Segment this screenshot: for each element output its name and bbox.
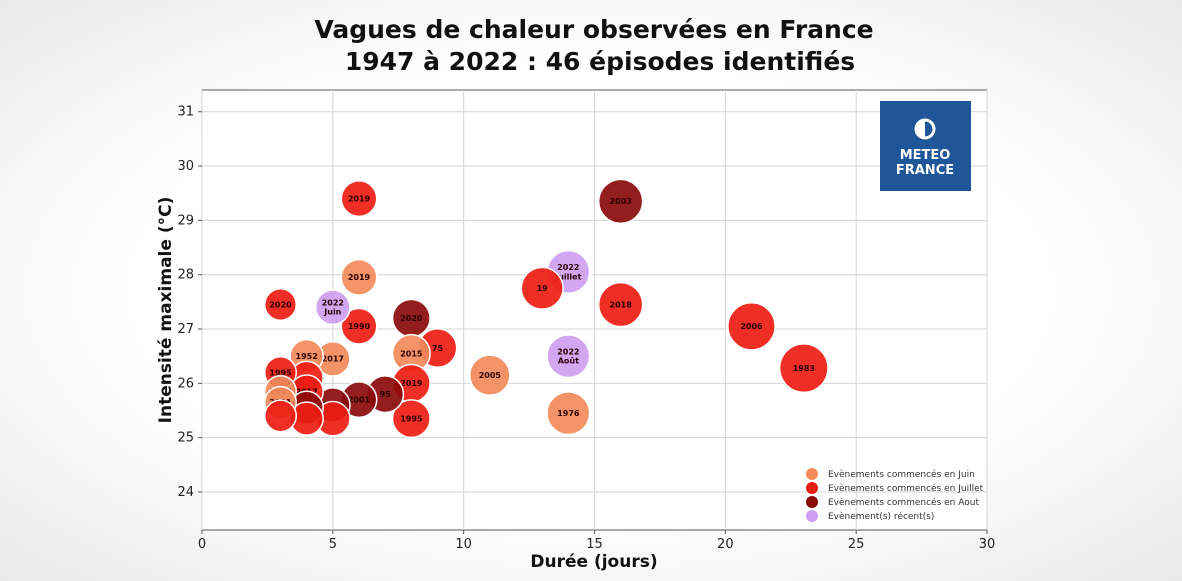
x-tick-label: 30 (979, 537, 996, 552)
bubble-label: 2001 (348, 395, 371, 404)
x-axis-label: Durée (jours) (530, 552, 657, 572)
bubble-label: 2020 (269, 300, 292, 309)
legend-label-aout: Evènements commencés en Aout (828, 497, 979, 508)
bubble (546, 391, 591, 436)
bubble-label: 2020 (400, 314, 423, 323)
bubble-label: 1976 (557, 409, 580, 418)
legend-label-recent: Evènement(s) récent(s) (828, 511, 934, 522)
bubble (340, 307, 378, 345)
chart-title-line-1: Vagues de chaleur observées en France (314, 15, 873, 44)
bubble-label: 2003 (610, 197, 632, 206)
bubble-label: 2019 (400, 379, 423, 388)
meteo-france-logo: METEO FRANCE (880, 101, 971, 191)
y-tick-label: 31 (177, 105, 194, 120)
y-tick-label: 27 (177, 322, 194, 337)
y-tick-label: 29 (177, 213, 194, 228)
bubble-label: 75 (432, 344, 444, 353)
bubble (727, 301, 776, 351)
grid-lines (201, 90, 988, 530)
bubble (597, 178, 644, 225)
x-tick-label: 20 (717, 537, 734, 552)
bubble (778, 343, 829, 394)
bubble-label: 1995 (400, 414, 423, 423)
bubble (263, 399, 298, 433)
chart-title-line-2: 1947 à 2022 : 46 épisodes identifiés (345, 47, 855, 76)
legend-label-juin: Evènements commencés en Juin (828, 469, 975, 480)
legend-label-juillet: Evènements commencés en Juillet (828, 483, 984, 494)
bubble-label: 1952 (296, 352, 318, 361)
bubble (340, 258, 378, 296)
y-tick-label: 25 (177, 431, 194, 446)
bubble-label: 2006 (740, 322, 763, 331)
y-tick-label: 28 (177, 268, 194, 283)
logo-text-line-1: METEO (900, 148, 951, 163)
legend-marker-aout (806, 496, 818, 508)
bubble-label: 2022 Juin (322, 298, 344, 316)
bubble-label: 2022 Juillet (554, 263, 581, 281)
bubble-label: 2017 (322, 355, 344, 364)
y-axis-label: Intensité maximale (°C) (156, 197, 176, 424)
bubble (263, 288, 298, 322)
bubble (391, 399, 431, 439)
bubble (520, 266, 564, 310)
bubble (468, 354, 511, 397)
logo-text-line-2: FRANCE (896, 163, 954, 178)
y-tick-label: 26 (177, 376, 194, 391)
x-tick-label: 10 (455, 537, 472, 552)
x-axis-ticks: 0 5 10 15 20 25 30 (198, 530, 995, 552)
legend-marker-recent (806, 510, 818, 522)
bubble-label: 19 (537, 284, 549, 293)
bubble (340, 180, 378, 218)
bubble-label: 1995 (269, 368, 292, 377)
y-tick-label: 24 (177, 485, 194, 500)
x-tick-label: 25 (848, 537, 865, 552)
bubble-label: 2005 (479, 371, 502, 380)
legend-marker-juillet (806, 482, 818, 494)
meteo-france-emblem-icon (914, 118, 936, 140)
bubble-label: 1990 (348, 322, 371, 331)
bubble-label: 2018 (610, 300, 633, 309)
x-tick-label: 5 (329, 537, 337, 552)
x-tick-label: 0 (198, 537, 206, 552)
x-tick-label: 15 (586, 537, 603, 552)
bubble-label: 2019 (348, 194, 371, 203)
y-axis-ticks: 24 25 26 27 28 29 30 31 (177, 105, 202, 500)
bubble-label: 1983 (793, 364, 815, 373)
bubble (597, 281, 644, 328)
bubble-label: 95 (380, 390, 392, 399)
bubble-label: 2022 Août (557, 347, 579, 365)
bubble (546, 334, 591, 379)
bubble-label: 2015 (400, 349, 423, 358)
bubble (314, 289, 351, 326)
logo-background (880, 101, 971, 191)
legend-marker-juin (806, 468, 818, 480)
legend: Evènements commencés en Juin Evènements c… (806, 468, 984, 522)
bubbles: 1983 2006 2003 2018 2022 Juillet 2022 Août 1976 1… (263, 178, 829, 439)
bubble-label: 2019 (348, 273, 371, 282)
y-tick-label: 30 (177, 159, 194, 174)
